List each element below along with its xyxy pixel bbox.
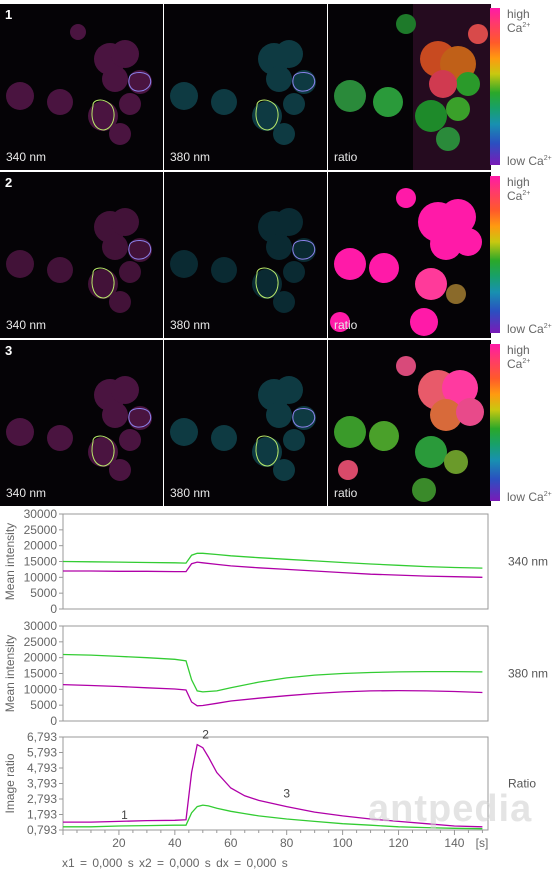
y-tick-label: 25000 — [24, 523, 58, 537]
y-tick-label: 4,793 — [27, 761, 57, 775]
colorbar-low-label: low Ca2+ — [507, 322, 552, 336]
row-number: 3 — [5, 343, 13, 358]
x-tick-label: 100 — [333, 836, 353, 850]
cursor-status-readout: x1 = 0,000 s x2 = 0,000 s dx = 0,000 s — [62, 856, 288, 870]
series-side-label: Ratio — [508, 777, 536, 791]
colorbar — [490, 8, 500, 165]
y-tick-label: 20000 — [24, 539, 58, 553]
panel-ratio: ratio — [328, 340, 491, 506]
panel-label: 340 nm — [6, 150, 47, 164]
panel-ratio: ratio — [328, 172, 491, 338]
panel-label: ratio — [334, 486, 358, 500]
row-number: 1 — [5, 7, 13, 22]
row-number: 2 — [5, 175, 13, 190]
plot-frame — [62, 513, 489, 610]
panel-340nm: 340 nm 2 — [0, 172, 163, 338]
x-tick-label: 40 — [168, 836, 182, 850]
annotation-label: 3 — [283, 786, 290, 800]
y-tick-label: 10000 — [24, 682, 58, 696]
cells-340-image — [6, 208, 152, 313]
y-tick-label: 5000 — [30, 698, 57, 712]
magenta-trace-line — [62, 683, 483, 707]
ratio-image — [330, 188, 482, 336]
ratio-image — [334, 4, 491, 170]
y-tick-label: 3,793 — [27, 777, 57, 791]
cells-380-image — [170, 376, 316, 481]
magenta-trace-line — [63, 561, 483, 578]
colorbar — [490, 344, 500, 501]
image-row-1: 340 nm 1 380 nm ratio high Ca2+ low Ca2+ — [0, 4, 556, 170]
image-row-2: 340 nm 2 380 nm ratio high Ca2+ low Ca2+ — [0, 172, 556, 338]
green-trace-line — [62, 552, 483, 569]
y-tick-label: 15000 — [24, 667, 58, 681]
series-side-label: 380 nm — [508, 667, 548, 681]
plot-frame — [62, 625, 489, 722]
y-tick-label: 10000 — [24, 570, 58, 584]
panel-label: 340 nm — [6, 318, 47, 332]
cells-380-image — [170, 40, 316, 145]
panel-label: 380 nm — [170, 150, 211, 164]
panel-label: ratio — [334, 318, 358, 332]
colorbar-low-label: low Ca2+ — [507, 490, 552, 504]
green-trace-line — [63, 804, 483, 830]
x-tick-label: 20 — [112, 836, 126, 850]
x-tick-label: 60 — [224, 836, 238, 850]
y-tick-label: 1,793 — [27, 808, 57, 822]
panel-ratio: ratio — [328, 4, 491, 170]
watermark: antpedia — [368, 788, 533, 830]
series-side-label: 340 nm — [508, 555, 548, 569]
x-tick-label: 80 — [280, 836, 294, 850]
green-trace-line — [62, 653, 483, 693]
y-tick-label: 0,793 — [27, 823, 57, 837]
y-tick-label: 2,793 — [27, 792, 57, 806]
panel-label: 380 nm — [170, 318, 211, 332]
panel-340nm: 340 nm 3 — [0, 340, 163, 506]
annotation-label: 1 — [121, 808, 128, 822]
image-row-3: 340 nm 3 380 nm ratio high Ca2+ low Ca2+ — [0, 340, 556, 506]
cells-340-image — [6, 24, 152, 145]
y-axis-label: Mean intensity — [3, 523, 17, 600]
y-tick-label: 5,793 — [27, 746, 57, 760]
x-tick-label: 140 — [444, 836, 464, 850]
y-tick-label: 30000 — [24, 507, 58, 521]
magenta-trace-line — [63, 743, 483, 828]
colorbar-high-label: high Ca2+ — [507, 7, 531, 35]
colorbar — [490, 176, 500, 333]
y-tick-label: 25000 — [24, 635, 58, 649]
colorbar-high-label: high Ca2+ — [507, 343, 531, 371]
colorbar-low-label: low Ca2+ — [507, 154, 552, 168]
y-tick-label: 20000 — [24, 651, 58, 665]
colorbar-high-label: high Ca2+ — [507, 175, 531, 203]
panel-label: 380 nm — [170, 486, 211, 500]
y-axis-label: Image ratio — [3, 753, 17, 813]
panel-340nm: 340 nm 1 — [0, 4, 163, 170]
x-unit-label: [s] — [476, 836, 489, 850]
ratio-image — [334, 356, 484, 502]
cells-340-image — [6, 376, 152, 481]
annotation-label: 2 — [202, 727, 209, 741]
y-tick-label: 0 — [50, 602, 57, 616]
panel-380nm: 380 nm — [164, 172, 327, 338]
y-tick-label: 6,793 — [27, 730, 57, 744]
y-tick-label: 30000 — [24, 619, 58, 633]
panel-label: ratio — [334, 150, 358, 164]
panel-380nm: 380 nm — [164, 340, 327, 506]
cells-380-image — [170, 208, 316, 313]
y-axis-label: Mean intensity — [3, 635, 17, 712]
x-tick-label: 120 — [389, 836, 409, 850]
y-tick-label: 0 — [50, 714, 57, 728]
y-tick-label: 5000 — [30, 586, 57, 600]
panel-label: 340 nm — [6, 486, 47, 500]
y-tick-label: 15000 — [24, 555, 58, 569]
panel-380nm: 380 nm — [164, 4, 327, 170]
